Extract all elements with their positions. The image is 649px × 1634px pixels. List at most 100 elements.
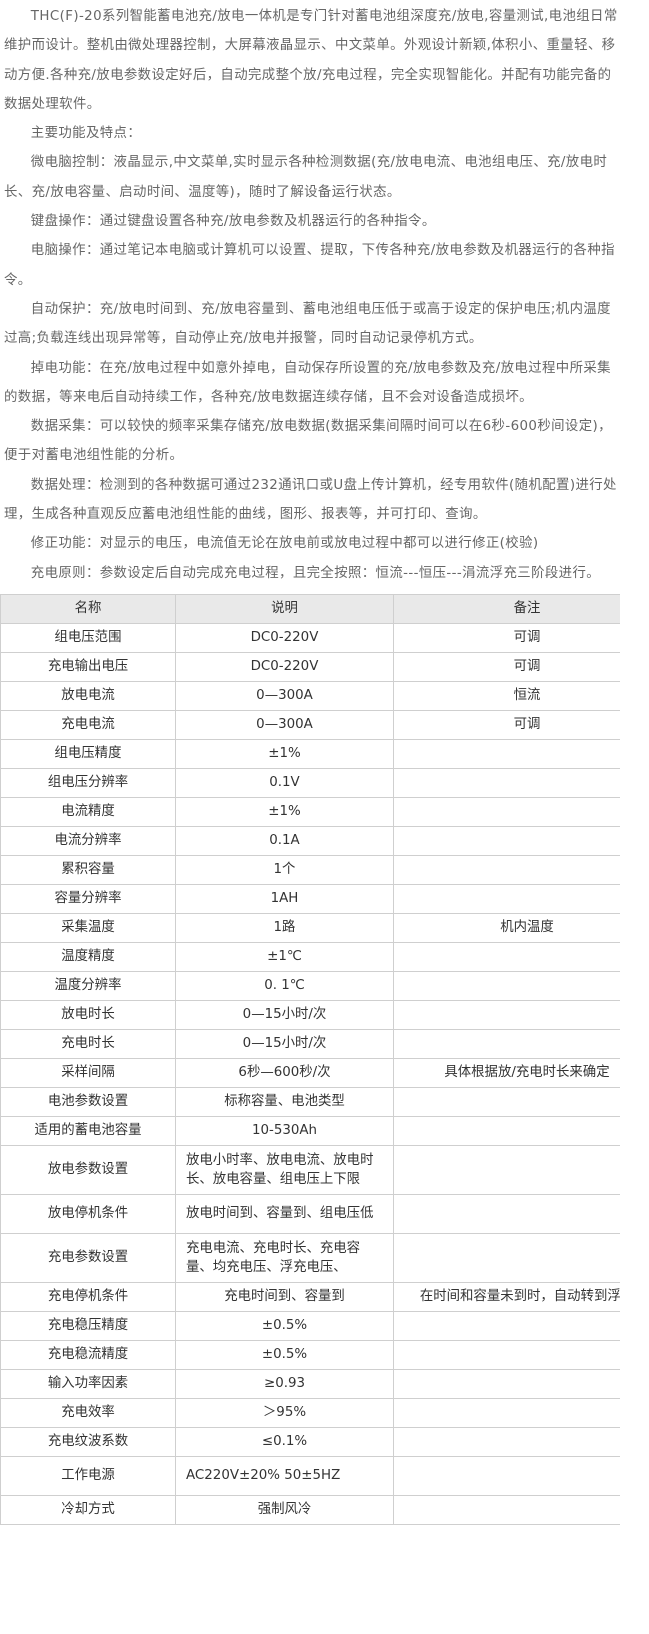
table-cell: ≥0.93 — [175, 1368, 394, 1399]
table-cell — [393, 883, 620, 914]
table-cell — [393, 1368, 620, 1399]
table-cell: 电池参数设置 — [0, 1086, 176, 1117]
paragraph: 键盘操作：通过键盘设置各种充/放电参数及机器运行的各种指令。 — [30, 214, 436, 230]
table-cell: 1个 — [175, 854, 394, 885]
table-cell: ±1℃ — [175, 941, 394, 972]
table-cell: 放电时间到、容量到、组电压低 — [175, 1193, 394, 1234]
table-cell: 充电稳流精度 — [0, 1339, 176, 1370]
table-row: 放电电流 0—300A 恒流 — [0, 680, 620, 711]
description: THC(F)-20系列智能蓄电池充/放电一体机是专门针对蓄电池组深度充/放电,容… — [0, 0, 622, 588]
table-cell: 0.1A — [175, 825, 394, 856]
table-cell: 0—15小时/次 — [175, 999, 394, 1030]
table-cell: 在时间和容量未到时，自动转到浮充 — [393, 1281, 620, 1312]
table-cell: 温度精度 — [0, 941, 176, 972]
table-cell: 可调 — [393, 651, 620, 682]
table-cell: 电流分辨率 — [0, 825, 176, 856]
table-cell: ±0.5% — [175, 1339, 394, 1370]
table-cell: 10-530Ah — [175, 1115, 394, 1146]
table-cell — [393, 796, 620, 827]
paragraph: 掉电功能：在充/放电过程中如意外掉电，自动保存所设置的充/放电参数及充/放电过程… — [4, 360, 611, 405]
table-cell: 可调 — [393, 709, 620, 740]
table-cell: 0.1V — [175, 767, 394, 798]
table-cell: 充电时间到、容量到 — [175, 1281, 394, 1312]
table-cell — [393, 970, 620, 1001]
table-cell — [393, 1426, 620, 1457]
table-row: 充电时长 0—15小时/次 — [0, 1028, 620, 1059]
table-cell: 累积容量 — [0, 854, 176, 885]
table-cell — [393, 941, 620, 972]
table-cell: 可调 — [393, 622, 620, 653]
table-cell — [393, 1193, 620, 1234]
table-cell: ≤0.1% — [175, 1426, 394, 1457]
table-row: 适用的蓄电池容量 10-530Ah — [0, 1115, 620, 1146]
table-cell: 强制风冷 — [175, 1494, 394, 1525]
table-cell — [393, 738, 620, 769]
table-cell: 0—300A — [175, 680, 394, 711]
table-cell: 6秒—600秒/次 — [175, 1057, 394, 1088]
table-cell: 输入功率因素 — [0, 1368, 176, 1399]
table-cell: 具体根据放/充电时长来确定 — [393, 1057, 620, 1088]
table-row: 充电纹波系数 ≤0.1% — [0, 1426, 620, 1457]
table-row: 充电输出电压 DC0-220V 可调 — [0, 651, 620, 682]
table-cell — [393, 1144, 620, 1195]
table-cell: 适用的蓄电池容量 — [0, 1115, 176, 1146]
table-cell — [393, 854, 620, 885]
table-cell: ±0.5% — [175, 1310, 394, 1341]
table-cell: 充电输出电压 — [0, 651, 176, 682]
table-row: 充电稳压精度 ±0.5% — [0, 1310, 620, 1341]
table-cell: ＞95% — [175, 1397, 394, 1428]
table-row: 电池参数设置 标称容量、电池类型 — [0, 1086, 620, 1117]
table-cell: 充电效率 — [0, 1397, 176, 1428]
table-row: 温度分辨率 0. 1℃ — [0, 970, 620, 1001]
table-cell: 工作电源 — [0, 1455, 176, 1496]
table-cell — [393, 1339, 620, 1370]
table-cell: DC0-220V — [175, 622, 394, 653]
table-row: 电流分辨率 0.1A — [0, 825, 620, 856]
table-row: 采样间隔 6秒—600秒/次 具体根据放/充电时长来确定 — [0, 1057, 620, 1088]
table-row: 采集温度 1路 机内温度 — [0, 912, 620, 943]
table-cell: DC0-220V — [175, 651, 394, 682]
table-cell — [393, 825, 620, 856]
paragraph: 自动保护：充/放电时间到、充/放电容量到、蓄电池组电压低于或高于设定的保护电压;… — [4, 301, 611, 347]
table-cell: 充电电流、充电时长、充电容量、均充电压、浮充电压、 — [175, 1232, 394, 1283]
table-cell: 恒流 — [393, 680, 620, 711]
table-cell: 容量分辨率 — [0, 883, 176, 914]
table-row: 累积容量 1个 — [0, 854, 620, 885]
table-row: 放电停机条件 放电时间到、容量到、组电压低 — [0, 1193, 620, 1234]
table-header: 名称 说明 备注 — [0, 593, 620, 624]
table-cell: 电流精度 — [0, 796, 176, 827]
paragraph: 电脑操作：通过笔记本电脑或计算机可以设置、提取，下传各种充/放电参数及机器运行的… — [4, 243, 615, 288]
table-row: 温度精度 ±1℃ — [0, 941, 620, 972]
table-cell: 充电电流 — [0, 709, 176, 740]
paragraph: 数据采集：可以较快的频率采集存储充/放电数据(数据采集间隔时间可以在6秒-600… — [4, 419, 612, 464]
table-cell — [393, 1232, 620, 1283]
table-cell — [393, 1115, 620, 1146]
header-cell: 说明 — [175, 593, 394, 624]
table-cell: 充电时长 — [0, 1028, 176, 1059]
table-cell — [393, 1028, 620, 1059]
table-cell: 放电停机条件 — [0, 1193, 176, 1234]
table-cell — [393, 1086, 620, 1117]
table-cell: 组电压范围 — [0, 622, 176, 653]
table-cell — [393, 1397, 620, 1428]
spec-table-wrap: 名称 说明 备注 组电压范围 DC0-220V 可调 充电输出电压 DC0-220V 可调 放电… — [0, 593, 620, 1525]
paragraph: 充电原则：参数设定后自动完成充电过程，且完全按照：恒流---恒压---涓流浮充三… — [30, 565, 601, 581]
table-row: 组电压精度 ±1% — [0, 738, 620, 769]
table-cell: 1路 — [175, 912, 394, 943]
table-cell: AC220V±20% 50±5HZ — [175, 1455, 394, 1496]
table-cell: 放电时长 — [0, 999, 176, 1030]
spec-table: 名称 说明 备注 组电压范围 DC0-220V 可调 充电输出电压 DC0-220V 可调 放电… — [0, 593, 620, 1525]
table-cell: 充电稳压精度 — [0, 1310, 176, 1341]
table-row: 组电压范围 DC0-220V 可调 — [0, 622, 620, 653]
table-cell: 冷却方式 — [0, 1494, 176, 1525]
table-row: 放电时长 0—15小时/次 — [0, 999, 620, 1030]
paragraph: 主要功能及特点： — [30, 126, 142, 142]
table-cell: 机内温度 — [393, 912, 620, 943]
table-cell: 组电压分辨率 — [0, 767, 176, 798]
table-row: 充电停机条件 充电时间到、容量到 在时间和容量未到时，自动转到浮充 — [0, 1281, 620, 1312]
header-cell: 名称 — [0, 593, 176, 624]
table-cell: 采集温度 — [0, 912, 176, 943]
table-cell: 0—15小时/次 — [175, 1028, 394, 1059]
table-cell — [393, 999, 620, 1030]
